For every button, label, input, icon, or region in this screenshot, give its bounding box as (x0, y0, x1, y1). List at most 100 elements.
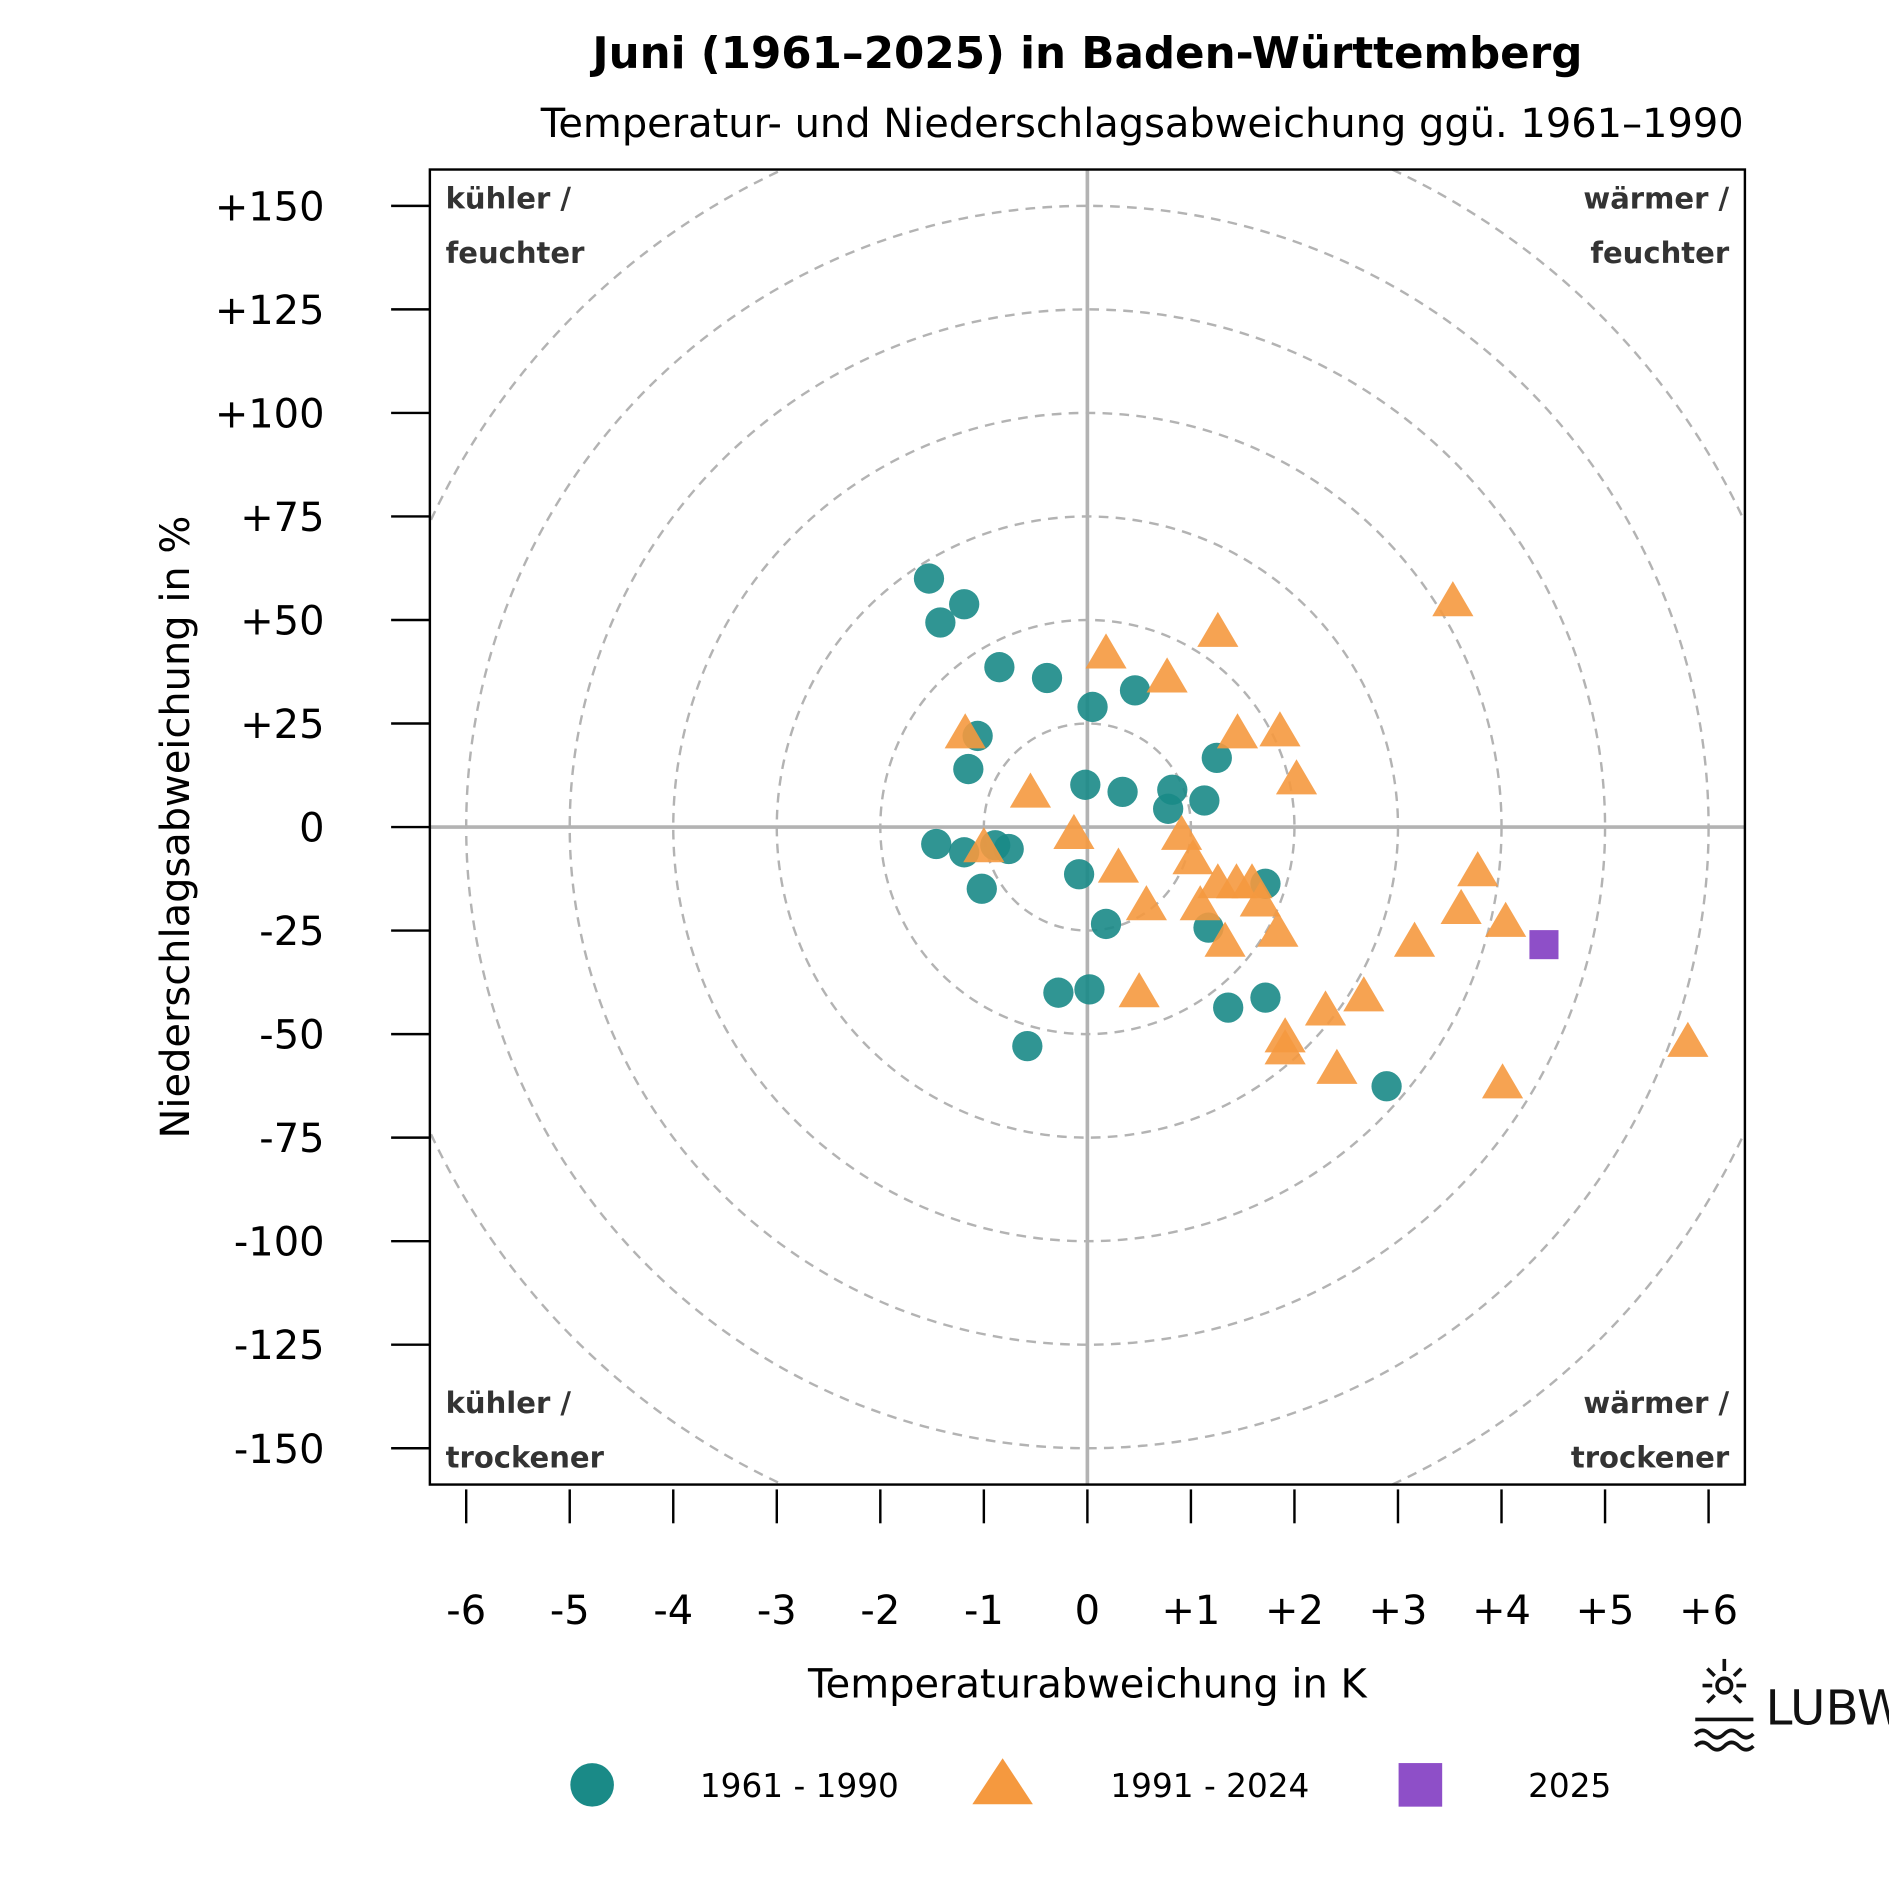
point-1961-1990 (1189, 785, 1220, 816)
point-1991-2024 (1085, 633, 1127, 669)
point-1961-1990 (1043, 977, 1074, 1008)
x-tick-label: -1 (964, 1588, 1004, 1634)
legend-label-3: 2025 (1528, 1767, 1611, 1805)
point-1991-2024 (1097, 847, 1140, 883)
point-1991-2024 (1481, 1063, 1524, 1099)
y-axis: +150 +125 +100 +75 +50 +25 0 -25 -50 -75 -100 -125 -… (215, 184, 430, 1473)
wave-icon (1693, 1728, 1755, 1740)
point-1991-2024 (1009, 772, 1052, 808)
point-1961-1990 (1070, 769, 1101, 800)
y-tick-label: +100 (215, 391, 325, 437)
point-1961-1990 (1371, 1071, 1402, 1102)
point-1961-1990 (1107, 776, 1138, 807)
point-1991-2024 (1440, 888, 1482, 924)
y-tick-label: 0 (299, 806, 324, 852)
y-tick-label: -25 (259, 909, 324, 955)
point-1991-2024 (1172, 839, 1214, 875)
point-1991-2024 (1146, 657, 1188, 693)
x-tick-label: -6 (446, 1588, 486, 1634)
point-1991-2024 (1239, 881, 1281, 917)
y-axis-label: Niederschlagsabweichung in % (153, 516, 199, 1139)
x-axis: -6 -5 -4 -3 -2 -1 0 +1 +2 +3 +4 +5 +6 (446, 1489, 1738, 1634)
point-1991-2024 (1264, 1029, 1306, 1065)
quadrant-label-br-1: wärmer / (1583, 1386, 1729, 1420)
quadrant-label-bl-1: kühler / (446, 1386, 572, 1420)
wave-icon (1693, 1740, 1755, 1752)
point-1991-2024 (1485, 901, 1527, 937)
point-1961-1990 (913, 563, 945, 594)
point-1991-2024 (1275, 759, 1318, 795)
x-tick-label: +5 (1576, 1588, 1635, 1634)
point-1961-1990 (1153, 793, 1184, 824)
point-1961-1990 (1090, 908, 1122, 940)
point-1991-2024 (1259, 711, 1301, 747)
point-1961-1990 (1201, 742, 1232, 774)
point-1961-1990 (925, 607, 956, 638)
quadrant-label-bl-2: trockener (446, 1441, 605, 1475)
quadrant-label-tl-2: feuchter (446, 236, 585, 270)
x-tick-label: +3 (1369, 1588, 1428, 1634)
point-1991-2024 (1457, 851, 1499, 887)
point-1961-1990 (953, 753, 984, 785)
point-2025 (1529, 930, 1559, 960)
y-tick-label: +125 (215, 288, 325, 334)
chart-subtitle: Temperatur- und Niederschlagsabweichung … (540, 101, 1744, 147)
quadrant-label-br-2: trockener (1571, 1441, 1730, 1475)
point-1961-1990 (949, 589, 980, 620)
x-tick-label: +2 (1265, 1588, 1324, 1634)
y-tick-label: -100 (234, 1220, 325, 1266)
x-axis-label: Temperaturabweichung in K (807, 1662, 1368, 1708)
x-tick-label: +1 (1161, 1588, 1220, 1634)
point-1991-2024 (1432, 581, 1474, 617)
point-1961-1990 (1213, 992, 1244, 1023)
point-1991-2024 (1316, 1048, 1358, 1084)
point-1991-2024 (1304, 990, 1347, 1026)
legend-label-1: 1961 - 1990 (700, 1767, 899, 1805)
logo-text: LUBW (1765, 1680, 1889, 1736)
point-1961-1990 (1250, 982, 1281, 1013)
point-1991-2024 (963, 827, 1005, 863)
point-1991-2024 (1257, 911, 1299, 947)
chart-title: Juni (1961–2025) in Baden-Württemberg (589, 29, 1582, 79)
point-1991-2024 (1125, 885, 1167, 921)
y-tick-label: +75 (240, 495, 324, 541)
point-1991-2024 (1197, 611, 1239, 647)
quadrant-label-tr-2: feuchter (1590, 236, 1729, 270)
y-tick-label: -50 (259, 1013, 324, 1059)
point-1961-1990 (1119, 675, 1151, 706)
point-1961-1990 (993, 833, 1024, 865)
x-tick-label: -5 (550, 1588, 590, 1634)
y-tick-label: +50 (240, 599, 324, 645)
y-tick-label: -75 (259, 1116, 324, 1162)
legend-label-2: 1991 - 2024 (1110, 1767, 1309, 1805)
y-tick-label: +150 (215, 184, 325, 230)
point-1961-1990 (1031, 662, 1063, 694)
point-1991-2024 (1667, 1021, 1709, 1057)
point-1991-2024 (1118, 972, 1160, 1008)
x-tick-label: +4 (1472, 1588, 1531, 1634)
quadrant-label-tl-1: kühler / (446, 181, 572, 215)
point-1991-2024 (1204, 921, 1246, 957)
x-tick-label: -2 (860, 1588, 900, 1634)
point-1991-2024 (1216, 713, 1259, 749)
point-1991-2024 (944, 713, 986, 749)
point-1991-2024 (1343, 976, 1385, 1012)
data-points (913, 563, 1709, 1102)
x-tick-label: -3 (757, 1588, 797, 1634)
point-1991-2024 (1053, 813, 1095, 850)
point-1961-1990 (1012, 1030, 1043, 1062)
y-tick-label: -125 (234, 1323, 325, 1369)
x-tick-label: 0 (1075, 1588, 1100, 1634)
quadrant-label-tr-1: wärmer / (1583, 181, 1729, 215)
point-1961-1990 (1074, 974, 1105, 1005)
sun-icon (1715, 1676, 1734, 1695)
y-tick-label: -150 (234, 1427, 325, 1473)
legend-square-icon (1398, 1763, 1443, 1807)
point-1991-2024 (1393, 921, 1436, 957)
x-tick-label: +6 (1679, 1588, 1738, 1634)
lubw-logo: LUBW (1693, 1658, 1889, 1752)
point-1961-1990 (1063, 859, 1095, 890)
point-1961-1990 (921, 828, 952, 860)
